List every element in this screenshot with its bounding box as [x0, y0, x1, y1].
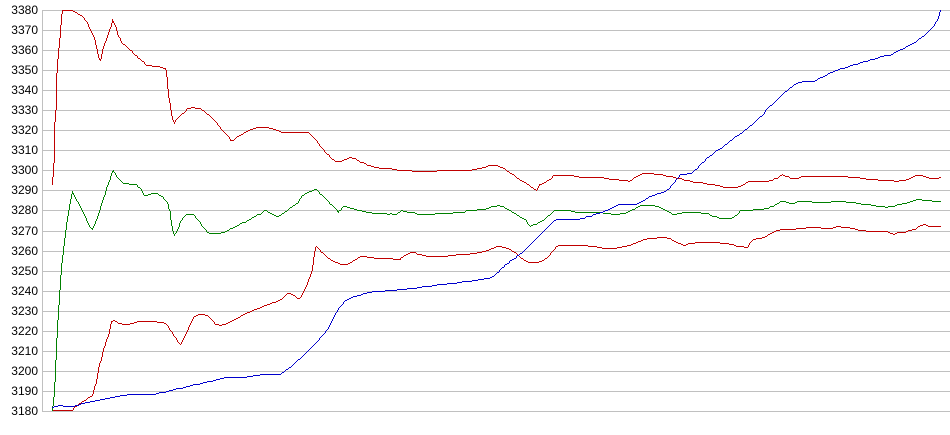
svg-text:3250: 3250 [11, 264, 38, 278]
svg-text:3270: 3270 [11, 224, 38, 238]
svg-text:3220: 3220 [11, 324, 38, 338]
svg-text:3380: 3380 [11, 3, 38, 17]
svg-text:3230: 3230 [11, 304, 38, 318]
svg-text:3190: 3190 [11, 384, 38, 398]
svg-text:3310: 3310 [11, 143, 38, 157]
svg-text:3370: 3370 [11, 23, 38, 37]
svg-text:3350: 3350 [11, 63, 38, 77]
svg-text:3240: 3240 [11, 284, 38, 298]
svg-text:3280: 3280 [11, 203, 38, 217]
svg-text:3320: 3320 [11, 123, 38, 137]
svg-text:3180: 3180 [11, 404, 38, 418]
svg-text:3300: 3300 [11, 163, 38, 177]
svg-text:3340: 3340 [11, 83, 38, 97]
svg-text:3290: 3290 [11, 183, 38, 197]
svg-text:3210: 3210 [11, 344, 38, 358]
svg-text:3200: 3200 [11, 364, 38, 378]
svg-text:3330: 3330 [11, 103, 38, 117]
svg-text:3360: 3360 [11, 43, 38, 57]
svg-text:3260: 3260 [11, 244, 38, 258]
